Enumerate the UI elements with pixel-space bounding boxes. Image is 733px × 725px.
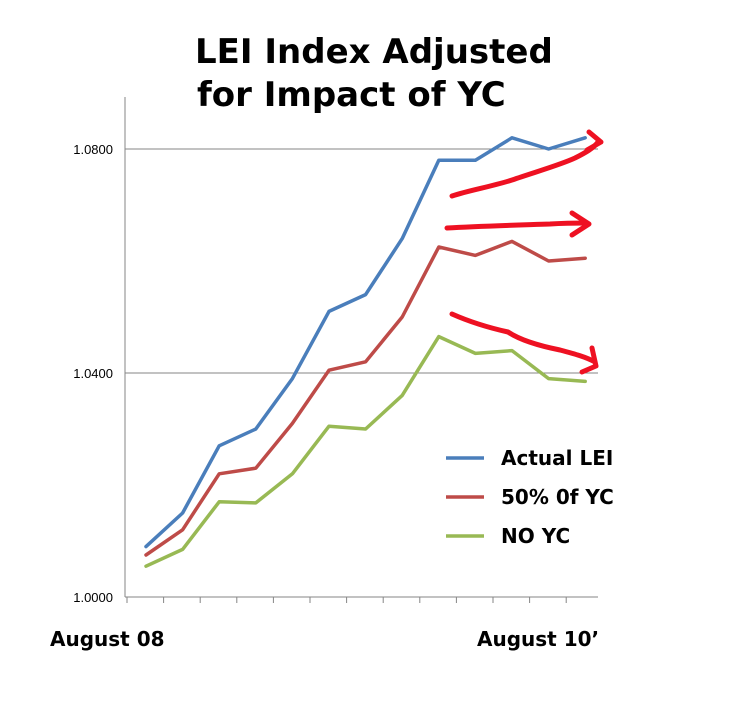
- y-tick-label: 1.0000: [73, 590, 113, 605]
- chart-title-line-2: for Impact of YC: [197, 75, 506, 115]
- x-ticks: [126, 597, 567, 603]
- arrow-down-right-head: [579, 345, 599, 375]
- arrow-down-right-shaft: [449, 311, 598, 365]
- series-line-2: [144, 239, 587, 557]
- arrow-up-right-shaft: [449, 139, 601, 199]
- hand-drawn-arrows: [444, 129, 604, 375]
- series-lines: [144, 136, 587, 568]
- x-end-label: August 10’: [477, 627, 599, 651]
- axes: [124, 97, 598, 598]
- y-tick-label: 1.0400: [73, 366, 113, 381]
- x-start-label: August 08: [50, 627, 165, 651]
- gridlines: [125, 148, 598, 374]
- series-line-3: [144, 334, 587, 568]
- arrow-right-shaft: [444, 220, 590, 231]
- legend: Actual LEI 50% 0f YC NO YC: [446, 446, 614, 548]
- series-line-1: [144, 136, 587, 549]
- legend-label: NO YC: [501, 524, 570, 548]
- legend-label: Actual LEI: [501, 446, 613, 470]
- arrow-up-right-head: [584, 129, 604, 153]
- arrow-right-head: [569, 210, 592, 238]
- chart-title-line-1: LEI Index Adjusted: [195, 32, 553, 72]
- y-tick-labels: 1.0800 1.0400 1.0000: [73, 142, 113, 605]
- legend-label: 50% 0f YC: [501, 485, 614, 509]
- y-tick-label: 1.0800: [73, 142, 113, 157]
